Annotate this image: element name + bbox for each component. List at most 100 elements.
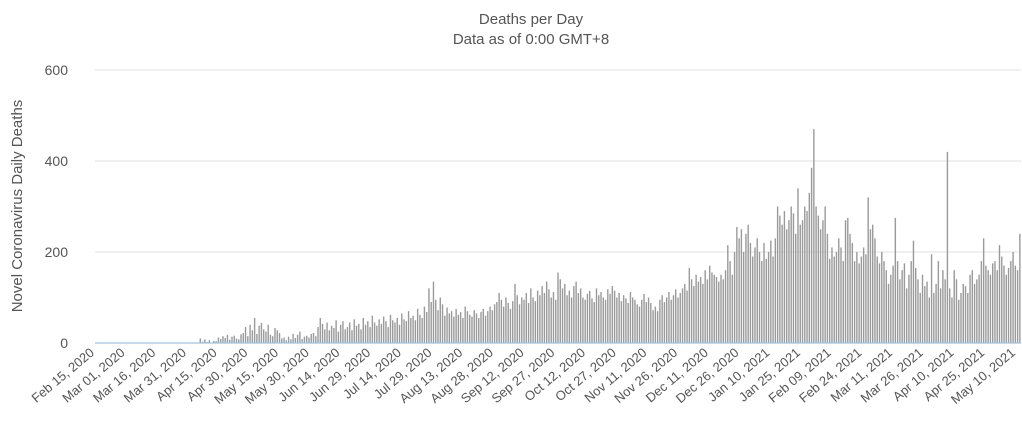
data-bar: [766, 259, 767, 343]
data-bar: [888, 284, 889, 343]
data-bar: [589, 291, 590, 343]
data-bar: [582, 298, 583, 344]
data-bar: [476, 313, 477, 343]
data-bar: [301, 339, 302, 343]
data-bar: [575, 282, 576, 343]
data-bar: [822, 220, 823, 343]
data-bar: [734, 252, 735, 343]
data-bar: [372, 316, 373, 343]
data-bar: [240, 334, 241, 343]
data-bar: [528, 303, 529, 343]
data-bar: [643, 294, 644, 343]
data-bar: [236, 338, 237, 343]
data-bar: [335, 320, 336, 343]
data-bar: [498, 293, 499, 343]
data-bar: [471, 317, 472, 343]
data-bar: [227, 335, 228, 343]
data-bar: [261, 323, 262, 343]
data-bar: [913, 241, 914, 343]
data-bar: [840, 247, 841, 343]
data-bar: [494, 304, 495, 343]
data-bar: [600, 292, 601, 343]
data-bar: [684, 284, 685, 343]
data-bar: [752, 257, 753, 343]
data-bar: [580, 288, 581, 343]
data-bar: [397, 318, 398, 343]
data-bar: [245, 327, 246, 343]
data-bar: [775, 238, 776, 343]
data-bar: [546, 282, 547, 343]
data-bar: [815, 207, 816, 344]
data-bar: [507, 303, 508, 343]
data-bar: [1010, 261, 1011, 343]
data-bar: [607, 289, 608, 343]
data-bar: [861, 257, 862, 343]
data-bar: [924, 286, 925, 343]
data-bar: [560, 279, 561, 343]
data-bar: [772, 257, 773, 343]
data-bar: [849, 234, 850, 343]
data-bar: [417, 309, 418, 343]
data-bar: [879, 263, 880, 343]
data-bar: [270, 335, 271, 343]
data-bar: [381, 324, 382, 343]
data-bar: [587, 294, 588, 343]
data-bar: [1008, 268, 1009, 343]
data-bar: [449, 313, 450, 343]
data-bar: [935, 284, 936, 343]
data-bar: [501, 300, 502, 343]
data-bar: [707, 279, 708, 343]
data-bar: [308, 338, 309, 343]
data-bar: [378, 319, 379, 343]
data-bar: [788, 220, 789, 343]
data-bar: [940, 288, 941, 343]
data-bar: [845, 220, 846, 343]
data-bar: [247, 336, 248, 343]
data-bar: [263, 329, 264, 343]
data-bar: [956, 279, 957, 343]
data-bar: [806, 211, 807, 343]
data-bar: [901, 270, 902, 343]
y-tick-label: 400: [45, 153, 69, 169]
data-bar: [320, 318, 321, 343]
data-bar: [329, 330, 330, 343]
data-bar: [910, 261, 911, 343]
data-bar: [347, 327, 348, 343]
data-bar: [444, 316, 445, 343]
data-bar: [852, 243, 853, 343]
y-axis-label: Novel Coronavirus Daily Deaths: [9, 100, 26, 313]
data-bar: [666, 298, 667, 344]
data-bar: [503, 307, 504, 343]
data-bar: [723, 279, 724, 343]
data-bar: [999, 245, 1000, 343]
data-bar: [442, 304, 443, 343]
data-bar: [761, 261, 762, 343]
data-bar: [315, 336, 316, 343]
data-bar: [698, 282, 699, 343]
data-bar: [1003, 266, 1004, 343]
data-bar: [754, 247, 755, 343]
data-bar: [505, 298, 506, 344]
data-bar: [994, 261, 995, 343]
data-bar: [720, 275, 721, 343]
data-bar: [385, 321, 386, 343]
data-bar: [489, 307, 490, 343]
data-bar: [344, 329, 345, 343]
data-bar: [603, 298, 604, 344]
data-bar: [340, 325, 341, 343]
data-bar: [356, 326, 357, 343]
data-bar: [639, 307, 640, 343]
data-bar: [526, 293, 527, 343]
data-bar: [387, 327, 388, 343]
data-bar: [517, 295, 518, 343]
data-bar: [811, 168, 812, 343]
data-bar: [951, 298, 952, 344]
data-bar: [702, 284, 703, 343]
data-bar: [306, 336, 307, 343]
data-bar: [648, 298, 649, 344]
data-bar: [1017, 270, 1018, 343]
data-bar: [854, 261, 855, 343]
data-bar: [612, 286, 613, 343]
